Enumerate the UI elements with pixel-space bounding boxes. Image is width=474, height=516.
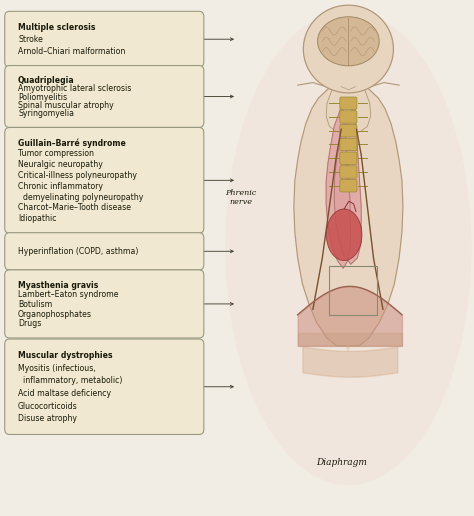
FancyBboxPatch shape	[5, 270, 204, 338]
Text: Hyperinflation (COPD, asthma): Hyperinflation (COPD, asthma)	[18, 247, 138, 256]
Text: Neuralgic neuropathy: Neuralgic neuropathy	[18, 160, 103, 169]
Text: demyelinating polyneuropathy: demyelinating polyneuropathy	[18, 192, 144, 202]
Polygon shape	[334, 103, 361, 264]
Text: Myasthenia gravis: Myasthenia gravis	[18, 281, 99, 289]
FancyBboxPatch shape	[5, 11, 204, 67]
Text: Lambert–Eaton syndrome: Lambert–Eaton syndrome	[18, 290, 118, 299]
Text: Critical-illness polyneuropathy: Critical-illness polyneuropathy	[18, 171, 137, 180]
Text: Organophosphates: Organophosphates	[18, 310, 92, 319]
Text: Drugs: Drugs	[18, 319, 41, 328]
Text: Muscular dystrophies: Muscular dystrophies	[18, 351, 113, 360]
Text: Quadriplegia: Quadriplegia	[18, 75, 74, 85]
FancyBboxPatch shape	[340, 180, 357, 192]
Ellipse shape	[303, 5, 393, 93]
Text: Glucocorticoids: Glucocorticoids	[18, 402, 78, 411]
FancyBboxPatch shape	[5, 339, 204, 434]
Text: Disuse atrophy: Disuse atrophy	[18, 414, 77, 423]
Ellipse shape	[326, 209, 362, 261]
Text: Multiple sclerosis: Multiple sclerosis	[18, 23, 96, 32]
Text: Acid maltase deficiency: Acid maltase deficiency	[18, 389, 111, 398]
Text: Diaphragm: Diaphragm	[316, 458, 367, 467]
Text: Phrenic
nerve: Phrenic nerve	[225, 188, 256, 206]
Text: Spinal muscular atrophy: Spinal muscular atrophy	[18, 101, 114, 110]
FancyBboxPatch shape	[340, 152, 357, 165]
FancyBboxPatch shape	[5, 233, 204, 270]
Bar	[329, 266, 377, 315]
FancyBboxPatch shape	[340, 124, 357, 137]
Text: Idiopathic: Idiopathic	[18, 214, 56, 223]
Text: Syringomyelia: Syringomyelia	[18, 109, 74, 119]
FancyBboxPatch shape	[340, 166, 357, 178]
FancyBboxPatch shape	[340, 111, 357, 123]
Text: Myositis (infectious,: Myositis (infectious,	[18, 364, 96, 373]
FancyBboxPatch shape	[340, 97, 357, 109]
Polygon shape	[326, 90, 371, 134]
Text: Charcot–Marie–Tooth disease: Charcot–Marie–Tooth disease	[18, 203, 131, 212]
Ellipse shape	[225, 10, 472, 485]
Text: Stroke: Stroke	[18, 35, 43, 44]
Text: Tumor compression: Tumor compression	[18, 150, 94, 158]
Ellipse shape	[318, 17, 379, 66]
Text: Poliomyelitis: Poliomyelitis	[18, 92, 67, 102]
Polygon shape	[326, 103, 351, 268]
Text: Amyotrophic lateral sclerosis: Amyotrophic lateral sclerosis	[18, 84, 131, 93]
FancyBboxPatch shape	[5, 66, 204, 127]
Polygon shape	[294, 88, 403, 351]
Text: Arnold–Chiari malformation: Arnold–Chiari malformation	[18, 47, 126, 56]
FancyBboxPatch shape	[340, 138, 357, 151]
Text: inflammatory, metabolic): inflammatory, metabolic)	[18, 377, 122, 385]
FancyBboxPatch shape	[5, 127, 204, 233]
Text: Botulism: Botulism	[18, 300, 52, 309]
Text: Chronic inflammatory: Chronic inflammatory	[18, 182, 103, 191]
Text: Guillain–Barré syndrome: Guillain–Barré syndrome	[18, 138, 126, 148]
